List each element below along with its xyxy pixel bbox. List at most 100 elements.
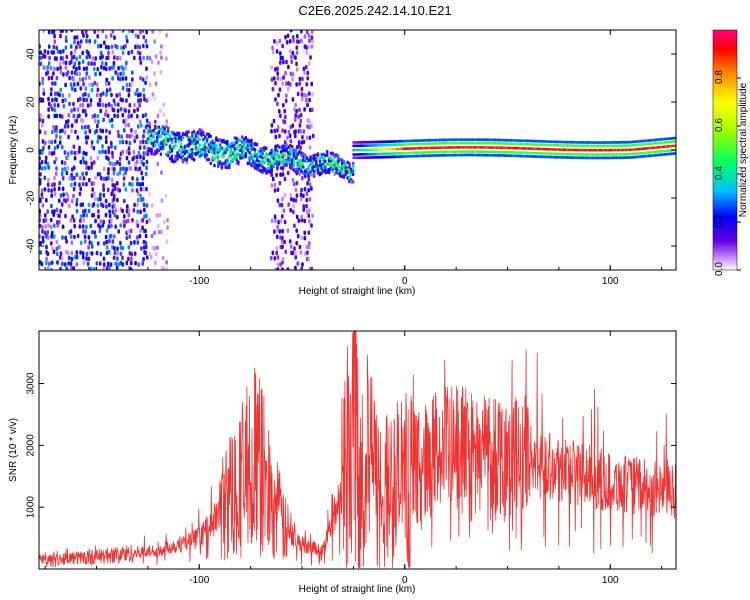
heat-cell bbox=[118, 161, 122, 167]
heat-cell bbox=[84, 229, 87, 234]
heat-cell bbox=[119, 251, 123, 256]
heat-cell bbox=[137, 150, 141, 156]
heat-cell bbox=[278, 202, 282, 208]
heat-cell bbox=[196, 140, 199, 144]
heat-cell bbox=[308, 208, 311, 213]
heat-cell bbox=[311, 107, 314, 113]
heat-cell bbox=[41, 139, 45, 144]
heat-cell bbox=[289, 196, 293, 202]
heat-cell bbox=[50, 260, 54, 265]
heat-cell bbox=[261, 170, 264, 174]
heat-cell bbox=[50, 193, 53, 198]
heat-cell bbox=[131, 70, 134, 75]
heat-cell bbox=[153, 230, 156, 236]
heat-cell bbox=[119, 56, 122, 61]
heat-cell bbox=[281, 144, 285, 148]
heat-cell bbox=[320, 166, 323, 171]
heat-cell bbox=[78, 182, 81, 187]
heat-cell bbox=[101, 203, 105, 209]
heat-cell bbox=[90, 87, 94, 93]
heat-cell bbox=[211, 147, 214, 152]
heat-cell bbox=[71, 198, 74, 204]
heat-cell bbox=[307, 118, 311, 124]
heat-cell bbox=[105, 250, 109, 256]
heat-cell bbox=[139, 187, 143, 192]
heat-cell bbox=[75, 118, 78, 124]
heat-cell bbox=[52, 150, 56, 156]
heat-cell bbox=[125, 87, 129, 93]
heat-cell bbox=[110, 117, 114, 123]
heat-cell bbox=[292, 148, 296, 153]
heat-cell bbox=[63, 130, 67, 135]
heat-cell bbox=[130, 49, 134, 55]
heat-cell bbox=[53, 209, 56, 214]
heat-cell bbox=[119, 223, 122, 228]
heat-cell bbox=[132, 150, 136, 155]
heat-cell bbox=[110, 92, 113, 98]
heat-cell bbox=[298, 107, 301, 113]
heat-cell bbox=[275, 246, 279, 251]
heat-cell bbox=[130, 128, 133, 133]
heat-cell bbox=[44, 155, 48, 161]
heat-cell bbox=[180, 135, 183, 139]
heat-cell bbox=[42, 87, 45, 93]
heat-cell bbox=[160, 44, 163, 49]
heat-cell bbox=[47, 107, 50, 112]
heat-cell bbox=[122, 119, 126, 124]
heat-cell bbox=[129, 228, 133, 234]
heat-cell bbox=[285, 81, 288, 86]
heat-cell bbox=[65, 170, 69, 176]
heat-cell bbox=[339, 171, 342, 175]
heat-cell bbox=[239, 138, 242, 143]
heat-cell bbox=[335, 163, 338, 167]
heat-cell bbox=[157, 144, 161, 149]
heat-cell bbox=[259, 160, 262, 165]
heat-cell bbox=[300, 169, 303, 174]
heat-cell bbox=[294, 251, 297, 256]
heat-cell bbox=[53, 102, 56, 108]
heat-cell bbox=[85, 33, 89, 39]
heat-cell bbox=[146, 139, 150, 144]
heat-cell bbox=[142, 35, 146, 40]
heat-cell bbox=[88, 54, 91, 59]
heat-cell bbox=[305, 93, 308, 98]
heat-cell bbox=[302, 171, 305, 176]
heat-cell bbox=[82, 213, 85, 218]
heat-cell bbox=[73, 156, 77, 161]
heat-cell bbox=[50, 188, 53, 193]
heat-cell bbox=[291, 250, 294, 256]
heat-cell bbox=[185, 144, 188, 148]
heat-cell bbox=[303, 70, 306, 75]
heat-cell bbox=[79, 159, 83, 165]
heat-cell bbox=[96, 34, 99, 39]
heat-cell bbox=[136, 124, 140, 129]
heat-cell bbox=[136, 223, 140, 228]
heat-cell bbox=[270, 183, 274, 188]
heat-cell bbox=[79, 214, 83, 219]
heat-cell bbox=[99, 108, 102, 114]
heat-cell bbox=[119, 166, 122, 172]
heat-cell bbox=[142, 93, 146, 98]
heat-cell bbox=[279, 145, 283, 150]
heat-cell bbox=[73, 234, 76, 240]
heat-cell bbox=[40, 261, 44, 267]
heat-cell bbox=[279, 150, 283, 154]
heat-cell bbox=[105, 128, 108, 134]
heat-cell bbox=[295, 108, 298, 114]
heat-cell bbox=[127, 93, 131, 98]
heat-cell bbox=[266, 170, 270, 174]
heat-cell bbox=[40, 160, 44, 165]
heat-cell bbox=[70, 51, 73, 56]
heat-cell bbox=[294, 149, 298, 154]
heat-cell bbox=[46, 50, 50, 55]
heat-cell bbox=[114, 161, 117, 167]
heat-cell bbox=[59, 70, 63, 75]
heat-cell bbox=[94, 118, 97, 124]
heat-cell bbox=[101, 144, 104, 149]
heat-cell bbox=[146, 149, 150, 153]
heat-cell bbox=[136, 202, 139, 208]
heat-cell bbox=[139, 193, 142, 199]
heat-cell bbox=[102, 241, 106, 246]
heat-cell bbox=[117, 229, 120, 234]
heat-cell bbox=[254, 151, 257, 156]
